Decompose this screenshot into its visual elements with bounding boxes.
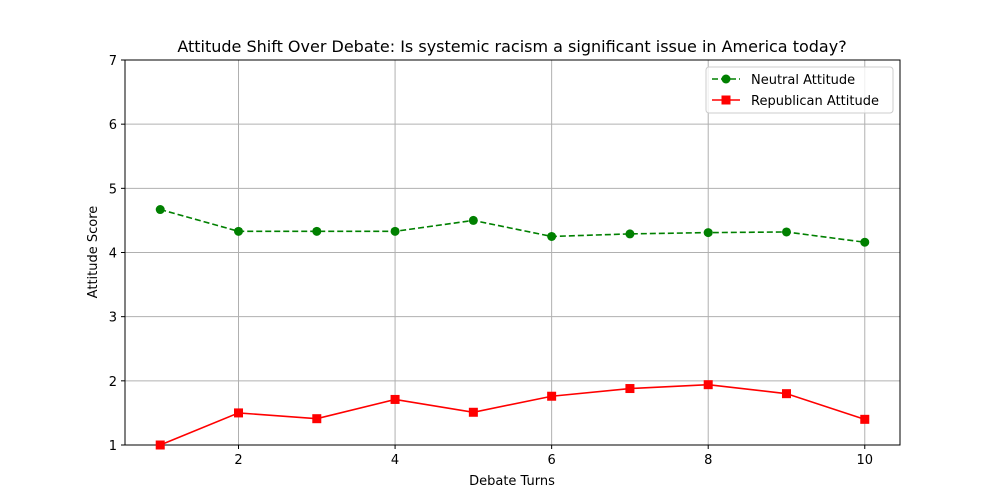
data-point-neutral-attitude (234, 226, 244, 236)
x-tick-label: 2 (234, 453, 242, 468)
legend-item-neutral-attitude: Neutral Attitude (712, 73, 855, 88)
x-tick-label: 6 (548, 453, 556, 468)
y-tick-label: 5 (109, 182, 117, 197)
data-point-republican-attitude (312, 414, 322, 424)
y-tick-label: 1 (109, 439, 117, 454)
legend-label: Neutral Attitude (751, 73, 855, 88)
data-point-republican-attitude (468, 407, 478, 417)
series-line-neutral-attitude (160, 208, 865, 244)
data-point-republican-attitude (860, 414, 870, 424)
data-point-republican-attitude (625, 384, 635, 394)
data-point-neutral-attitude (468, 215, 478, 225)
data-point-neutral-attitude (155, 205, 165, 215)
legend-label: Republican Attitude (751, 94, 879, 109)
grid (125, 59, 900, 446)
series-line-republican-attitude (159, 383, 866, 446)
x-tick-label: 4 (391, 453, 399, 468)
data-point-neutral-attitude (703, 228, 713, 238)
data-point-neutral-attitude (625, 229, 635, 239)
y-axis-label: Attitude Score (86, 206, 101, 299)
series (155, 205, 870, 450)
data-point-republican-attitude (781, 389, 791, 399)
legend-item-republican-attitude: Republican Attitude (712, 94, 879, 109)
data-point-neutral-attitude (390, 226, 400, 236)
data-point-republican-attitude (155, 440, 165, 450)
data-point-republican-attitude (234, 408, 244, 418)
legend-box (705, 66, 894, 114)
data-point-neutral-attitude (860, 237, 870, 247)
y-tick-label: 3 (109, 311, 117, 326)
data-point-neutral-attitude (547, 231, 557, 241)
y-tick-label: 7 (109, 54, 117, 69)
data-point-republican-attitude (547, 391, 557, 401)
series-republican-attitude (155, 380, 870, 450)
y-tick-label: 2 (109, 375, 117, 390)
series-neutral-attitude (155, 205, 870, 247)
y-tick-label: 6 (109, 118, 117, 133)
legend: Neutral Attitude Republican Attitude (705, 66, 894, 114)
data-point-republican-attitude (390, 394, 400, 404)
y-tick-label: 4 (109, 247, 117, 262)
data-point-republican-attitude (703, 380, 713, 390)
legend-swatch-marker (721, 95, 731, 105)
x-tick-label: 10 (856, 453, 873, 468)
data-point-neutral-attitude (781, 227, 791, 237)
legend-swatch-marker (721, 74, 731, 84)
x-tick-label: 8 (704, 453, 712, 468)
chart-title: Attitude Shift Over Debate: Is systemic … (177, 37, 846, 56)
x-axis-label: Debate Turns (469, 474, 555, 489)
data-point-neutral-attitude (312, 226, 322, 236)
